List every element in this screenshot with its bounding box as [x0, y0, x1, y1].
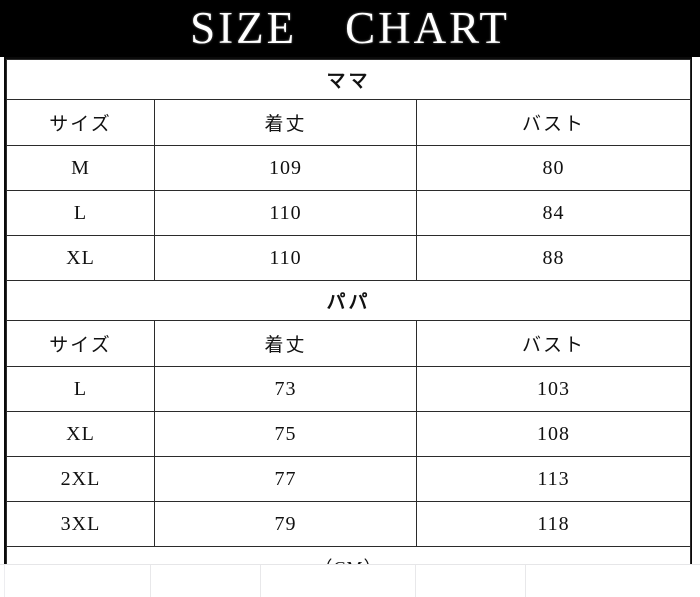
grid-line [4, 565, 5, 597]
cell-length: 109 [154, 145, 417, 191]
cell-bust: 108 [416, 411, 691, 457]
cell-bust: 103 [416, 366, 691, 412]
cell-size: L [6, 190, 155, 236]
cell-bust: 113 [416, 456, 691, 502]
cell-size: XL [6, 411, 155, 457]
column-header-size: サイズ [6, 99, 155, 146]
grid-line [415, 565, 416, 597]
column-header-row-mama: サイズ 着丈 バスト [6, 99, 691, 146]
table-row: 2XL 77 113 [6, 456, 691, 502]
column-header-bust: バスト [416, 320, 691, 367]
table-row: XL 110 88 [6, 235, 691, 281]
cell-length: 110 [154, 235, 417, 281]
table-row: L 110 84 [6, 190, 691, 236]
column-header-bust: バスト [416, 99, 691, 146]
table-row: L 73 103 [6, 366, 691, 412]
background-spreadsheet-grid [0, 564, 700, 597]
cell-size: M [6, 145, 155, 191]
grid-line [150, 565, 151, 597]
cell-bust: 118 [416, 501, 691, 547]
cell-length: 75 [154, 411, 417, 457]
grid-line [525, 565, 526, 597]
size-chart-table: ママ サイズ 着丈 バスト M 109 80 L 110 84 [6, 59, 691, 588]
size-chart-table-container: ママ サイズ 着丈 バスト M 109 80 L 110 84 [4, 57, 692, 590]
grid-line [260, 565, 261, 597]
title-band: SIZE CHART [0, 0, 700, 57]
cell-bust: 88 [416, 235, 691, 281]
section-title-mama: ママ [6, 59, 691, 100]
column-header-size: サイズ [6, 320, 155, 367]
table-row: 3XL 79 118 [6, 501, 691, 547]
column-header-row-papa: サイズ 着丈 バスト [6, 320, 691, 367]
cell-size: XL [6, 235, 155, 281]
cell-size: 3XL [6, 501, 155, 547]
cell-length: 77 [154, 456, 417, 502]
table-row: M 109 80 [6, 145, 691, 191]
cell-length: 79 [154, 501, 417, 547]
column-header-length: 着丈 [154, 320, 417, 367]
cell-bust: 80 [416, 145, 691, 191]
cell-length: 110 [154, 190, 417, 236]
cell-bust: 84 [416, 190, 691, 236]
table-row: XL 75 108 [6, 411, 691, 457]
section-header-row-papa: パパ [6, 280, 691, 321]
column-header-length: 着丈 [154, 99, 417, 146]
section-title-papa: パパ [6, 280, 691, 321]
cell-size: 2XL [6, 456, 155, 502]
cell-size: L [6, 366, 155, 412]
section-header-row-mama: ママ [6, 59, 691, 100]
cell-length: 73 [154, 366, 417, 412]
page-title: SIZE CHART [190, 3, 510, 53]
